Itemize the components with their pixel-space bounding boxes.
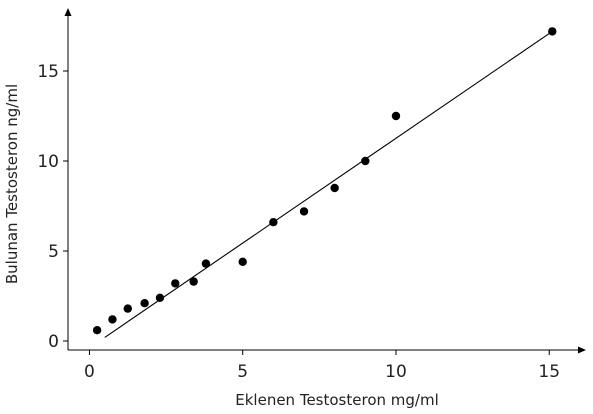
fit-line-group xyxy=(104,30,553,338)
x-tick-label-5: 5 xyxy=(237,362,248,382)
data-point-4 xyxy=(140,299,149,308)
y-tick-label-10: 10 xyxy=(37,152,59,172)
y-axis-label: Bulunan Testosteron ng/ml xyxy=(3,84,21,284)
x-tick-label-0: 0 xyxy=(84,362,95,382)
x-tick-label-15: 15 xyxy=(538,362,560,382)
x-axis-label: Eklenen Testosteron mg/ml xyxy=(235,391,438,409)
data-point-8 xyxy=(201,259,211,268)
data-point-3 xyxy=(123,304,132,313)
ticks: 0 5 10 15 0 5 10 15 xyxy=(37,62,560,382)
data-point-10 xyxy=(269,218,278,227)
data-points xyxy=(92,27,557,335)
data-point-15 xyxy=(548,27,557,36)
regression-line xyxy=(104,30,553,338)
y-tick-label-0: 0 xyxy=(48,332,59,352)
data-point-13 xyxy=(361,156,370,166)
data-point-5 xyxy=(155,293,165,302)
data-point-9 xyxy=(238,257,247,266)
data-point-1 xyxy=(92,326,102,335)
y-axis-arrow xyxy=(64,8,72,16)
x-tick-label-10: 10 xyxy=(385,362,407,382)
y-tick-label-15: 15 xyxy=(37,62,59,82)
y-tick-label-5: 5 xyxy=(48,242,59,262)
data-point-2 xyxy=(108,315,117,324)
x-axis-arrow xyxy=(578,346,586,354)
data-point-14 xyxy=(391,111,401,121)
axes xyxy=(64,8,586,354)
data-point-12 xyxy=(330,183,339,193)
data-point-11 xyxy=(299,207,309,216)
data-point-7 xyxy=(189,277,198,286)
data-point-6 xyxy=(171,279,180,288)
